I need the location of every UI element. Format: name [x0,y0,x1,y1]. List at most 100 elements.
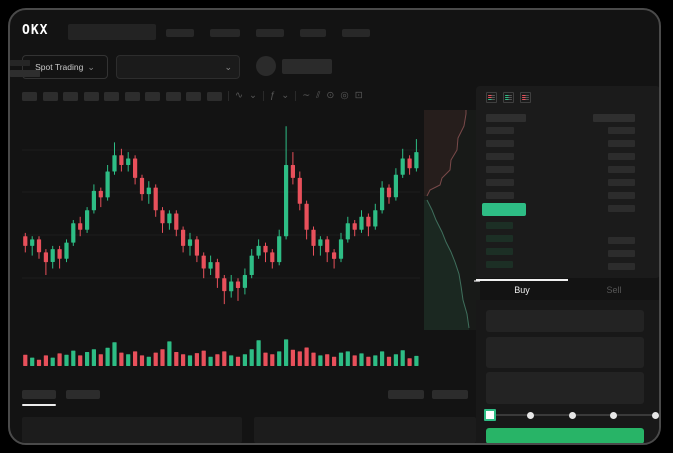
ask-amount-row[interactable] [608,153,635,160]
bottom-action-button[interactable] [432,390,468,399]
ask-price-row[interactable] [486,127,514,134]
settings-icon[interactable]: ◎ [340,90,349,102]
volume-bar [345,351,350,366]
bid-amount-row[interactable] [608,237,635,244]
buy-submit-button[interactable] [486,428,644,443]
interval-button-placeholder[interactable] [145,92,160,101]
ask-amount-row[interactable] [608,205,635,212]
tab-buy[interactable]: Buy [514,285,530,295]
volume-bar [222,351,227,366]
fullscreen-icon[interactable]: ⊡ [354,90,363,102]
bid-price-row[interactable] [486,248,513,255]
candle-body [105,171,110,198]
okx-logo[interactable]: OKX [22,23,49,38]
camera-icon[interactable]: ⊙ [326,90,335,102]
bid-price-row[interactable] [486,235,513,242]
book-bids-icon[interactable] [503,92,514,103]
volume-bar [133,351,138,366]
volume-bar [57,353,62,366]
ask-price-row[interactable] [486,166,514,173]
bid-amount-row[interactable] [608,250,635,257]
slider-stop-25[interactable] [527,411,534,419]
chart-style-icon[interactable]: ∿ [235,90,243,102]
slider-stop-100[interactable] [651,411,659,419]
candle-body [160,210,165,224]
interval-button-placeholder[interactable] [104,92,119,101]
total-input[interactable] [486,372,644,404]
ask-price-row[interactable] [486,192,514,199]
interval-button-placeholder[interactable] [186,92,201,101]
candle-body [352,223,357,230]
nav-item-placeholder[interactable] [166,29,194,37]
slider-handle-active[interactable] [484,409,496,421]
ask-amount-row[interactable] [608,179,635,186]
bid-amount-row[interactable] [608,263,635,270]
amount-input[interactable] [486,337,644,368]
nav-item-placeholder[interactable] [256,29,284,37]
ask-amount-row[interactable] [608,127,635,134]
volume-bar [126,354,131,366]
last-price-highlight[interactable] [482,203,526,216]
volume-bar [215,354,220,366]
ask-price-row[interactable] [486,153,514,160]
interval-button-placeholder[interactable] [63,92,78,101]
nav-item-placeholder[interactable] [210,29,240,37]
volume-bar [297,351,302,366]
interval-button-placeholder[interactable] [124,92,140,101]
ask-amount-row[interactable] [608,192,635,199]
ask-amount-row[interactable] [608,166,635,173]
ask-price-row[interactable] [486,140,514,147]
volume-bar [284,339,289,366]
interval-button-placeholder[interactable] [83,92,99,101]
interval-button-placeholder[interactable] [42,92,58,101]
ask-amount-row[interactable] [608,140,635,147]
slider-stop-50[interactable] [568,411,576,419]
candle-body [290,165,295,178]
candle-body [64,242,69,259]
candle-body [201,255,206,269]
volume-bar [187,355,193,366]
volume-bar [194,353,199,366]
candle-body [270,252,275,263]
indicator-icon[interactable]: ƒ [269,90,276,102]
asks-depth-fill [424,110,466,196]
volume-bar [181,354,186,366]
bottom-tab[interactable] [66,390,100,399]
bottom-tab-active[interactable] [22,390,56,399]
candle-body [249,255,254,275]
chevron-down-icon[interactable]: ⌄ [281,90,290,102]
nav-item-placeholder[interactable] [300,29,326,37]
candle-body [256,245,261,256]
tab-sell[interactable]: Sell [606,285,622,295]
book-asks-icon[interactable] [520,92,531,103]
bid-price-row[interactable] [486,261,513,268]
book-icon-row [488,98,495,101]
candle-body [174,213,179,230]
interval-button-placeholder[interactable] [206,92,222,101]
candle-body [167,213,172,224]
market-type-dropdown[interactable]: Spot Trading ⌄ [22,55,108,79]
price-input[interactable] [486,310,644,332]
bottom-action-button[interactable] [388,390,424,399]
line-tool-icon[interactable]: ∼ [302,90,311,102]
nav-item-placeholder[interactable] [342,29,370,37]
book-combined-icon[interactable] [486,92,497,103]
volume-bar [85,352,90,366]
interval-button-placeholder[interactable] [22,92,37,101]
candle-body [36,239,42,253]
draw-tools-icon[interactable]: ⫽ [316,90,321,102]
candlestick-chart[interactable] [22,110,420,330]
volume-bar [249,349,254,366]
ask-price-row[interactable] [486,179,514,186]
volume-bar [386,356,392,366]
pair-select-dropdown[interactable]: ⌄ [116,55,240,79]
candle-body [332,252,337,259]
bid-price-row[interactable] [486,222,513,229]
candle-body [400,158,405,175]
search-placeholder[interactable] [68,24,156,40]
volume-bar [373,355,378,366]
volume-bar [30,357,35,366]
slider-stop-75[interactable] [610,411,617,419]
interval-button-placeholder[interactable] [165,92,181,101]
chevron-down-icon[interactable]: ⌄ [248,90,257,102]
